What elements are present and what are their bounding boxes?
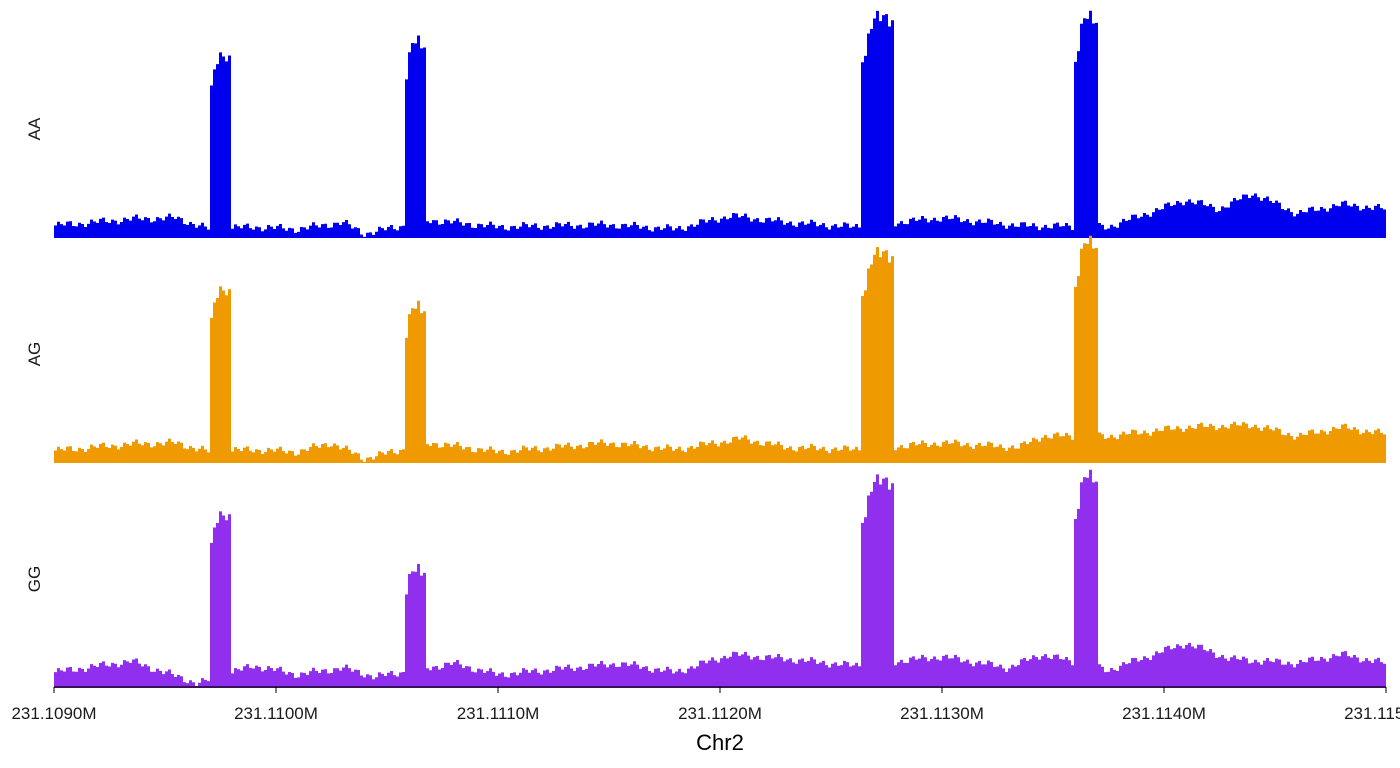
x-tick-label: 231.1140M <box>1122 704 1206 723</box>
coverage-bars-aa <box>54 10 1386 238</box>
x-tick-label: 231.1130M <box>900 704 984 723</box>
track-aa: AA <box>25 10 1386 238</box>
track-label-ag: AG <box>25 342 44 367</box>
coverage-bars-ag <box>54 235 1386 463</box>
tracks-layer: AA AG GG <box>25 10 1386 688</box>
x-tick-label: 231.1100M <box>234 704 318 723</box>
track-gg: GG <box>25 469 1386 688</box>
x-tick-label: 231.1120M <box>678 704 762 723</box>
x-tick-label: 231.1110M <box>457 704 540 723</box>
x-axis-ticks: 231.1090M 231.1100M 231.1110M 231.1120M 231.… <box>11 687 1400 723</box>
track-label-aa: AA <box>25 117 44 140</box>
x-tick-label: 231.1090M <box>11 704 96 723</box>
track-ag: AG <box>25 235 1386 463</box>
x-tick-label: 231.1150M <box>1344 704 1400 723</box>
x-axis-title: Chr2 <box>696 730 744 755</box>
track-label-gg: GG <box>25 566 44 592</box>
coverage-bars-gg <box>54 469 1386 688</box>
